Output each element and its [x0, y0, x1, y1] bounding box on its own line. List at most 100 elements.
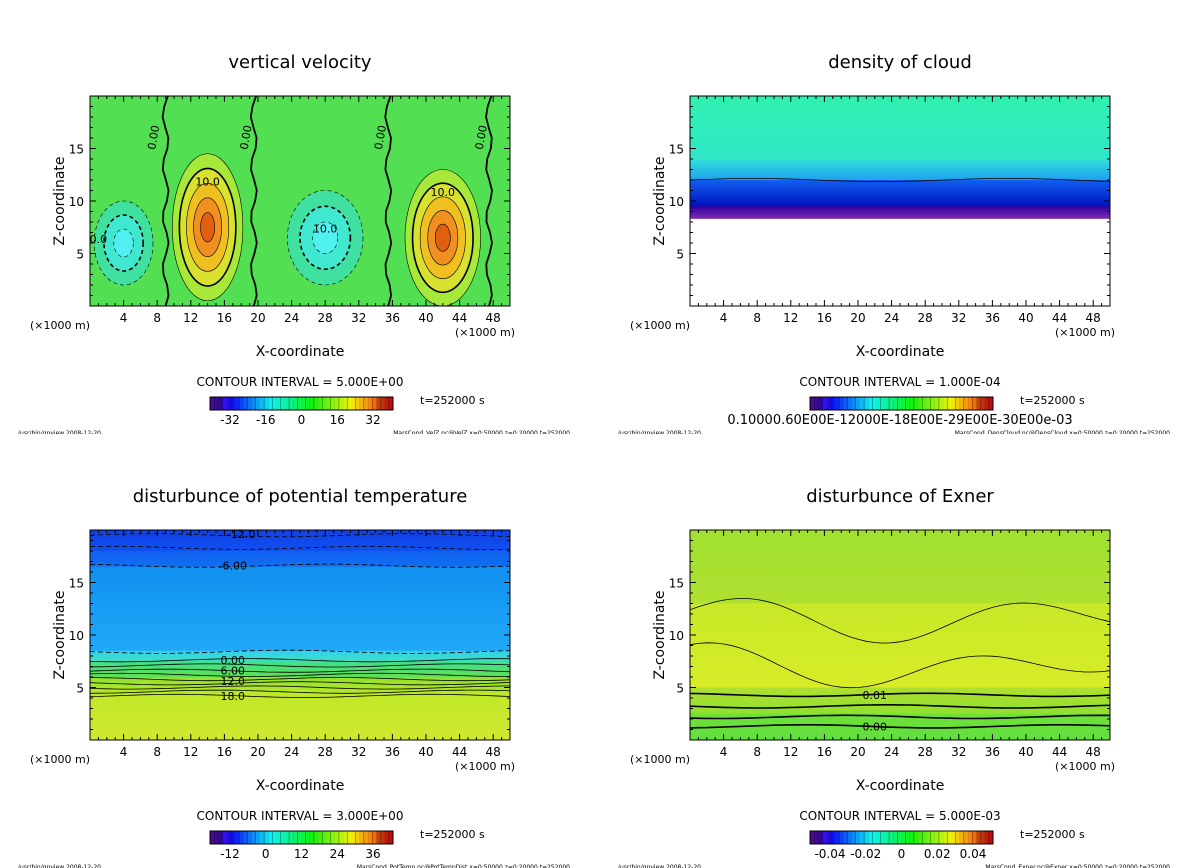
contour-label: 10.0	[431, 186, 456, 199]
panel-0: 0.00 0.00 0.00 0.00 10.0 10.0 10.0 0.0 4 8 12 16 20 2…	[0, 0, 600, 434]
x-tick-label: 28	[918, 311, 933, 325]
colorbar-cell	[930, 830, 936, 845]
time-label: t=252000 s	[1020, 394, 1085, 407]
colorbar-tick-label: 0.10000.60E00E-12000E-18E00E-29E00E-30E0…	[727, 413, 1072, 428]
colorbar-frame	[209, 396, 394, 411]
colorbar-cell	[863, 396, 869, 411]
colorbar-cell	[376, 831, 381, 844]
x-tick-label: 20	[850, 745, 865, 759]
y-axis-label: Z-coordinate	[652, 590, 668, 679]
colorbar-cell	[951, 831, 956, 844]
colorbar-cell	[293, 397, 298, 410]
colorbar-cell	[280, 396, 286, 411]
colorbar-cell	[376, 397, 381, 410]
x-tick-label: 40	[418, 745, 433, 759]
colorbar-cell	[226, 831, 232, 844]
x-tick-label: 36	[385, 745, 400, 759]
x-tick-label: 12	[783, 745, 798, 759]
colorbar-cell	[880, 396, 886, 411]
field-band	[90, 692, 510, 740]
colorbar-tick-label: -0.04	[814, 847, 845, 861]
contour-label: 0.00	[863, 720, 888, 733]
contour-label: 0.00	[372, 124, 389, 150]
x-tick-label: 36	[985, 311, 1000, 325]
field-band	[90, 650, 510, 662]
colorbar-cell	[818, 397, 823, 410]
colorbar-cell	[351, 831, 356, 844]
colorbar-cell	[884, 397, 890, 410]
contour-line	[90, 677, 510, 682]
contour-label: 10.0	[195, 175, 220, 188]
colorbar-frame	[809, 396, 994, 411]
zero-contour	[384, 96, 393, 306]
contour-line	[690, 714, 1110, 720]
field-band	[690, 687, 1110, 715]
y-axis-label: Z-coordinate	[52, 156, 68, 245]
contour-label: 0.01	[863, 689, 888, 702]
colorbar-cell	[984, 831, 990, 844]
colorbar-cell	[238, 396, 244, 411]
colorbar-frame	[209, 830, 394, 845]
colorbar-cell	[288, 830, 294, 845]
colorbar-cell	[272, 396, 277, 411]
contour-line	[90, 689, 510, 694]
colorbar-tick-label: 0	[262, 847, 270, 861]
colorbar-cell	[913, 830, 919, 845]
colorbar-cell	[909, 397, 915, 410]
footer-left: /usr/bin/gpview 2008-12-20	[18, 864, 101, 868]
x-tick-label: 32	[951, 311, 966, 325]
colorbar-cell	[872, 396, 877, 411]
colorbar-cell	[318, 831, 323, 844]
colorbar-cell	[897, 396, 902, 411]
time-label: t=252000 s	[1020, 828, 1085, 841]
colorbar-cell	[847, 396, 853, 411]
colorbar-cell	[330, 396, 336, 411]
footer-right: MarsCond_Exner.nc@Exner,x=0:50000,z=0:20…	[985, 864, 1170, 868]
contour-line	[90, 563, 510, 568]
colorbar-cell	[851, 397, 857, 410]
x-tick-label: 28	[318, 745, 333, 759]
colorbar-cell	[380, 396, 386, 411]
colorbar-tick-label: -0.02	[850, 847, 881, 861]
colorbar-cell	[826, 831, 832, 844]
x-tick-label: 24	[284, 745, 299, 759]
chart-title: density of cloud	[828, 52, 972, 73]
plot-area	[690, 530, 1110, 740]
plot-area	[90, 96, 510, 306]
x-tick-label: 8	[153, 311, 161, 325]
contour-interval: CONTOUR INTERVAL = 3.000E+00	[197, 809, 404, 823]
contour-interval: CONTOUR INTERVAL = 1.000E-04	[799, 375, 1000, 389]
colorbar-cell	[880, 830, 886, 845]
colorbar-cell	[338, 830, 344, 845]
colorbar-cell	[251, 831, 257, 844]
colorbar-tick-label: 24	[330, 847, 345, 861]
y-tick-label: 10	[669, 629, 684, 643]
x-tick-label: 8	[153, 745, 161, 759]
colorbar-cell	[855, 830, 861, 845]
contour-line	[90, 693, 510, 698]
colorbar-cell	[276, 831, 282, 844]
colorbar-cell	[863, 830, 869, 845]
colorbar-cell	[859, 831, 865, 844]
colorbar-cell	[347, 396, 352, 411]
colorbar-cell	[976, 397, 981, 410]
colorbar-cell	[893, 831, 898, 844]
y-axis-label: Z-coordinate	[652, 156, 668, 245]
time-label: t=252000 s	[420, 394, 485, 407]
x-axis-label: X-coordinate	[856, 344, 945, 360]
colorbar-cell	[297, 396, 302, 411]
colorbar-cell	[243, 831, 248, 844]
colorbar-cell	[222, 830, 228, 845]
colorbar-cell	[847, 830, 853, 845]
colorbar-cell	[251, 397, 257, 410]
colorbar-cell	[922, 830, 927, 845]
x-tick-label: 16	[217, 311, 232, 325]
colorbar-cell	[909, 831, 915, 844]
x-unit-label: (×1000 m)	[455, 326, 515, 339]
contour-interval: CONTOUR INTERVAL = 5.000E-03	[799, 809, 1000, 823]
field-band	[690, 159, 1110, 181]
colorbar-cell	[380, 830, 386, 845]
colorbar-cell	[322, 396, 327, 411]
colorbar-cell	[218, 831, 223, 844]
colorbar-cell	[834, 831, 840, 844]
